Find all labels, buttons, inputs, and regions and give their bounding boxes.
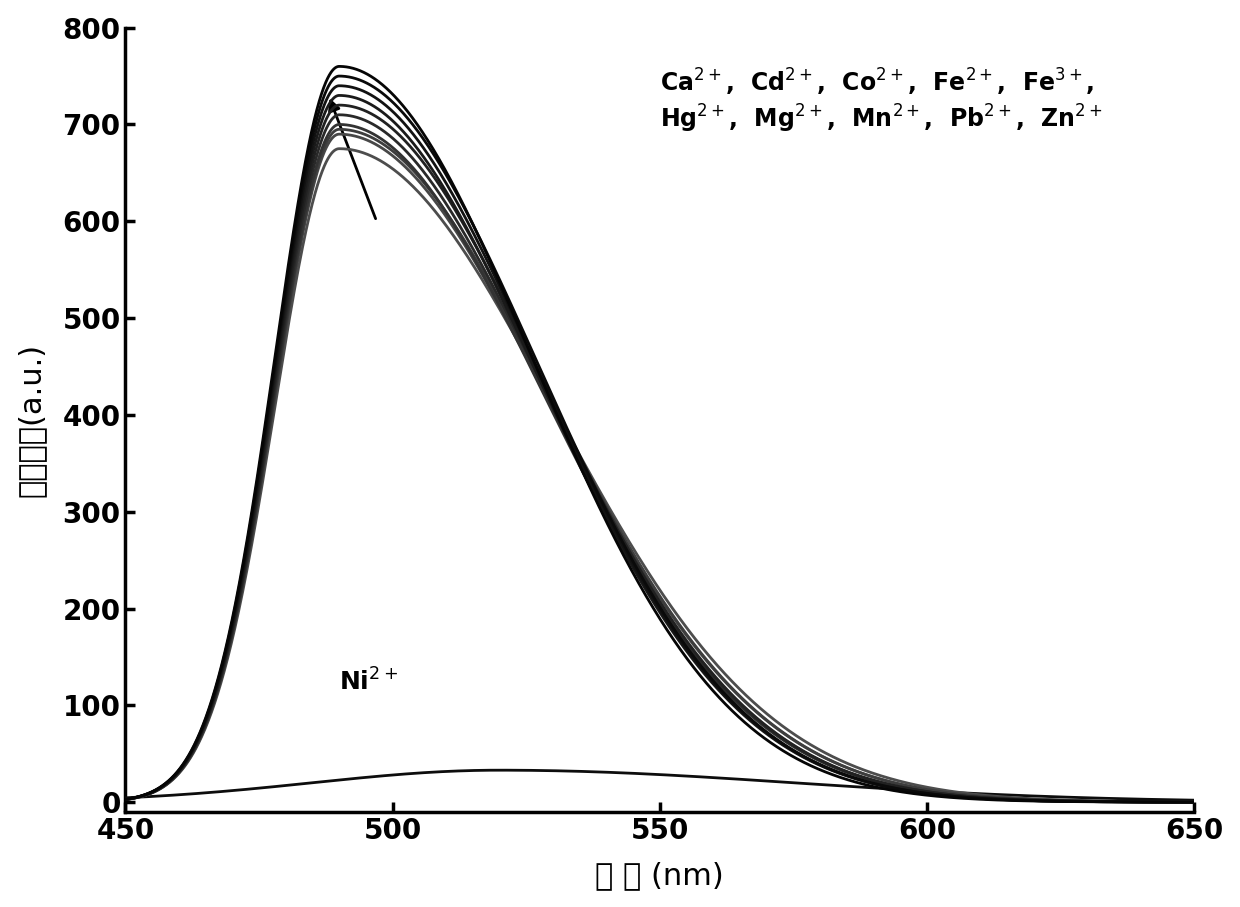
- X-axis label: 波 长 (nm): 波 长 (nm): [595, 862, 724, 891]
- Text: Ni$^{2+}$: Ni$^{2+}$: [340, 668, 398, 696]
- Y-axis label: 荧光强度(a.u.): 荧光强度(a.u.): [16, 343, 46, 497]
- Text: Ca$^{2+}$,  Cd$^{2+}$,  Co$^{2+}$,  Fe$^{2+}$,  Fe$^{3+}$,
Hg$^{2+}$,  Mg$^{2+}$: Ca$^{2+}$, Cd$^{2+}$, Co$^{2+}$, Fe$^{2+…: [660, 67, 1102, 135]
